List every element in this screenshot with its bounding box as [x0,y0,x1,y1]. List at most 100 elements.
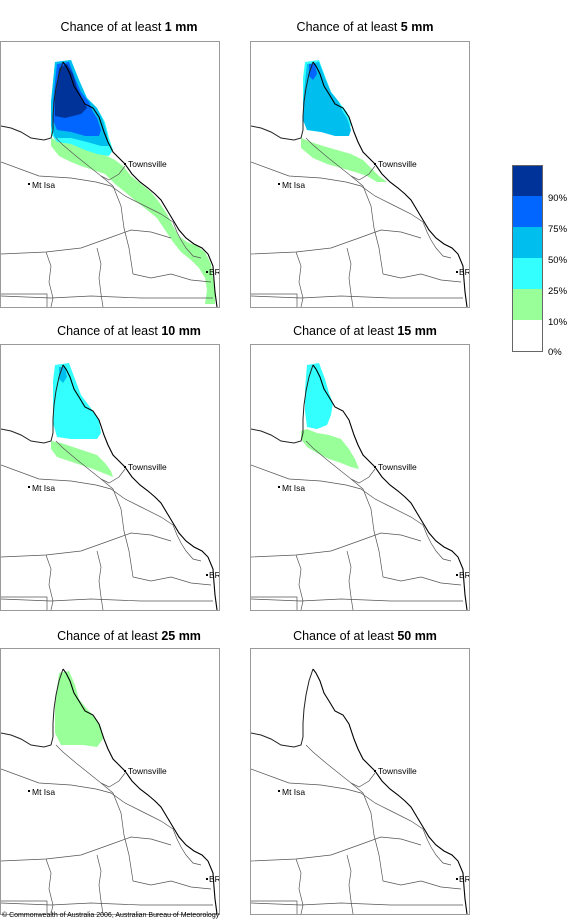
district-border [1,464,174,526]
townsville-marker [374,770,376,772]
district-border [1,836,172,862]
gulf-coastline [251,61,314,141]
panel-title-15mm: Chance of at least 15 mm [293,324,437,338]
panel-title-50mm: Chance of at least 50 mm [293,629,437,643]
rainfall-map-50mm: Townsville Mt Isa BRIS [250,648,470,915]
district-border [251,598,463,602]
probability-region [303,62,351,136]
rainfall-map-15mm: Townsville Mt Isa BRIS [250,344,470,611]
mt_isa-marker [278,790,280,792]
legend-label-0: 0% [548,347,562,358]
district-border [1,598,213,602]
mt_isa-marker [278,183,280,185]
district-border [305,137,376,181]
district-border [96,550,104,610]
legend-label-25: 25% [548,286,568,297]
legend-swatch-25-50 [512,258,543,289]
probability-region [55,671,103,747]
legend-swatch-50-75 [512,227,543,258]
brisbane-label: BRIS [209,874,219,884]
east-coastline [312,668,468,914]
rainfall-map-25mm: Townsville Mt Isa BRIS [0,648,220,915]
district-border [55,440,126,484]
east-coastline [62,668,218,914]
brisbane-label: BRIS [459,874,469,884]
brisbane-marker [456,271,458,273]
district-border [251,295,463,299]
panel-title-25mm: Chance of at least 25 mm [57,629,201,643]
district-border [295,251,304,307]
probability-region [51,138,215,304]
district-border [346,854,354,914]
brisbane-label: BRIS [459,570,469,580]
district-border [346,247,354,307]
brisbane-label: BRIS [209,570,219,580]
district-border [172,828,202,866]
mt_isa-marker [28,486,30,488]
district-border [251,902,463,906]
district-border [55,137,126,181]
rainfall-map-5mm: Townsville Mt Isa BRIS [250,41,470,308]
gulf-coastline [251,364,314,444]
mt_isa-label: Mt Isa [32,787,55,797]
district-border [382,273,462,283]
townsville-label: Townsville [378,159,417,169]
brisbane-marker [206,574,208,576]
probability-region [301,429,359,469]
townsville-label: Townsville [128,766,167,776]
gulf-coastline [251,668,314,748]
district-border [422,221,452,259]
district-border [350,782,384,882]
mt_isa-label: Mt Isa [282,787,305,797]
rainfall-map-10mm: Townsville Mt Isa BRIS [0,344,220,611]
district-border [305,440,376,484]
district-border [382,880,462,890]
district-border [1,293,48,307]
district-border [1,596,48,610]
townsville-marker [124,163,126,165]
legend-label-75: 75% [548,224,568,235]
mt_isa-marker [278,486,280,488]
gulf-coastline [1,668,64,748]
legend-swatch-75-90 [512,196,543,227]
legend-label-90: 90% [548,193,568,204]
panel-title-5mm: Chance of at least 5 mm [296,20,434,34]
district-border [251,464,424,526]
district-border [1,161,174,223]
district-border [45,858,54,914]
district-border [132,273,212,283]
district-border [251,900,298,914]
district-border [251,532,422,558]
townsville-marker [124,770,126,772]
district-border [132,880,212,890]
district-border [295,858,304,914]
townsville-marker [374,163,376,165]
district-border [45,251,54,307]
district-border [422,524,452,562]
district-border [346,550,354,610]
gulf-coastline [1,61,64,141]
townsville-marker [374,466,376,468]
townsville-label: Townsville [128,462,167,472]
legend-label-50: 50% [548,255,568,266]
east-coastline [312,61,468,307]
district-border [96,247,104,307]
rainfall-map-1mm: Townsville Mt Isa BRIS [0,41,220,308]
probability-region [301,138,387,182]
east-coastline [62,364,218,610]
mt_isa-marker [28,183,30,185]
probability-region [53,363,101,439]
townsville-label: Townsville [128,159,167,169]
district-border [100,478,134,578]
district-border [96,854,104,914]
district-border [1,900,48,914]
district-border [251,229,422,255]
east-coastline [62,61,218,307]
district-border [1,902,213,906]
brisbane-label: BRIS [459,267,469,277]
copyright-footer: © Commonwealth of Australia 2006, Austra… [2,912,220,919]
district-border [172,221,202,259]
townsville-marker [124,466,126,468]
district-border [55,744,126,788]
district-border [172,524,202,562]
